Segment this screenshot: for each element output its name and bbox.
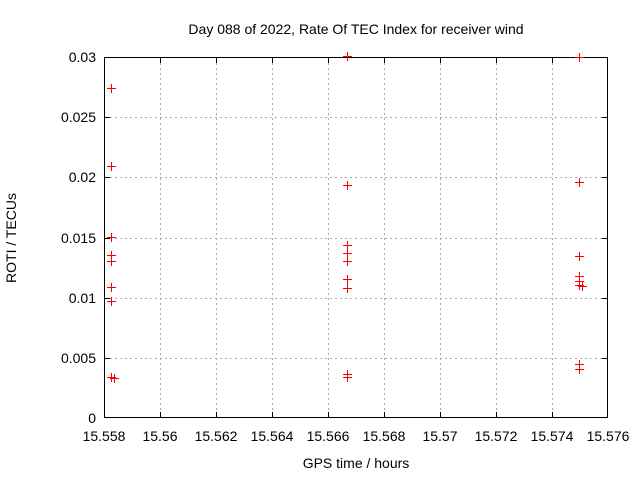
horizontal-gridline <box>105 298 607 299</box>
x-tick-label: 15.568 <box>362 428 406 444</box>
data-point-marker <box>107 250 117 260</box>
data-point-marker <box>342 52 352 61</box>
y-tick-mark <box>105 358 110 359</box>
y-tick-mark <box>105 298 110 299</box>
x-tick-mark <box>272 412 273 417</box>
data-point-marker <box>107 161 117 171</box>
vertical-gridline <box>216 58 217 417</box>
data-point-marker <box>110 374 120 384</box>
y-tick-mark <box>602 238 607 239</box>
x-tick-label: 15.574 <box>530 428 574 444</box>
vertical-gridline <box>384 58 385 417</box>
y-tick-label: 0.015 <box>60 230 96 246</box>
y-tick-mark <box>602 298 607 299</box>
data-point-marker <box>575 272 584 282</box>
x-tick-mark <box>272 58 273 63</box>
vertical-gridline <box>552 58 553 417</box>
plot-area <box>104 57 608 418</box>
y-tick-label: 0.01 <box>68 290 96 306</box>
y-tick-label: 0.025 <box>60 109 96 125</box>
vertical-gridline <box>160 58 161 417</box>
data-point-marker <box>107 256 117 266</box>
vertical-gridline <box>496 58 497 417</box>
y-tick-label: 0.02 <box>68 169 96 185</box>
x-tick-label: 15.57 <box>422 428 458 444</box>
y-tick-label: 0 <box>88 410 96 426</box>
x-tick-label: 15.572 <box>474 428 518 444</box>
horizontal-gridline <box>105 238 607 239</box>
x-tick-mark <box>552 412 553 417</box>
x-tick-mark <box>328 412 329 417</box>
x-tick-label: 15.564 <box>250 428 294 444</box>
horizontal-gridline <box>105 358 607 359</box>
x-tick-label: 15.562 <box>194 428 238 444</box>
data-point-marker <box>342 249 352 259</box>
x-tick-label: 15.566 <box>306 428 350 444</box>
data-point-marker <box>107 373 117 383</box>
data-point-marker <box>575 178 584 188</box>
horizontal-gridline <box>105 117 607 118</box>
vertical-gridline <box>440 58 441 417</box>
x-tick-mark <box>552 58 553 63</box>
x-tick-mark <box>384 412 385 417</box>
data-point-marker <box>575 364 584 374</box>
vertical-gridline <box>328 58 329 417</box>
horizontal-gridline <box>105 177 607 178</box>
x-tick-mark <box>328 58 329 63</box>
x-tick-mark <box>440 412 441 417</box>
x-tick-label: 15.558 <box>82 428 126 444</box>
y-tick-mark <box>602 358 607 359</box>
data-point-marker <box>107 232 117 242</box>
x-tick-mark <box>216 58 217 63</box>
y-tick-label: 0.03 <box>68 49 96 65</box>
y-tick-mark <box>105 177 110 178</box>
x-tick-label: 15.56 <box>142 428 178 444</box>
x-tick-mark <box>440 58 441 63</box>
data-point-marker <box>575 53 584 63</box>
data-point-marker <box>342 274 352 284</box>
x-tick-mark <box>160 58 161 63</box>
data-point-marker <box>107 283 117 293</box>
x-tick-label: 15.576 <box>586 428 630 444</box>
x-tick-mark <box>384 58 385 63</box>
y-tick-mark <box>105 117 110 118</box>
data-point-marker <box>107 84 117 94</box>
x-tick-mark <box>216 412 217 417</box>
data-point-marker <box>342 240 352 250</box>
x-axis-label: GPS time / hours <box>302 455 410 471</box>
data-point-marker <box>342 284 352 294</box>
y-tick-label: 0.005 <box>60 350 96 366</box>
data-point-marker <box>342 256 352 266</box>
y-tick-mark <box>602 177 607 178</box>
vertical-gridline <box>272 58 273 417</box>
data-point-marker <box>342 180 352 190</box>
x-tick-mark <box>496 412 497 417</box>
x-tick-mark <box>496 58 497 63</box>
data-point-marker <box>575 280 584 290</box>
chart-title: Day 088 of 2022, Rate Of TEC Index for r… <box>188 21 524 37</box>
x-tick-mark <box>160 412 161 417</box>
data-point-marker <box>107 297 117 307</box>
y-tick-mark <box>105 238 110 239</box>
data-point-marker <box>575 360 584 370</box>
data-point-marker <box>575 251 584 261</box>
data-point-marker <box>577 281 587 291</box>
data-point-marker <box>342 373 352 383</box>
y-tick-mark <box>602 117 607 118</box>
